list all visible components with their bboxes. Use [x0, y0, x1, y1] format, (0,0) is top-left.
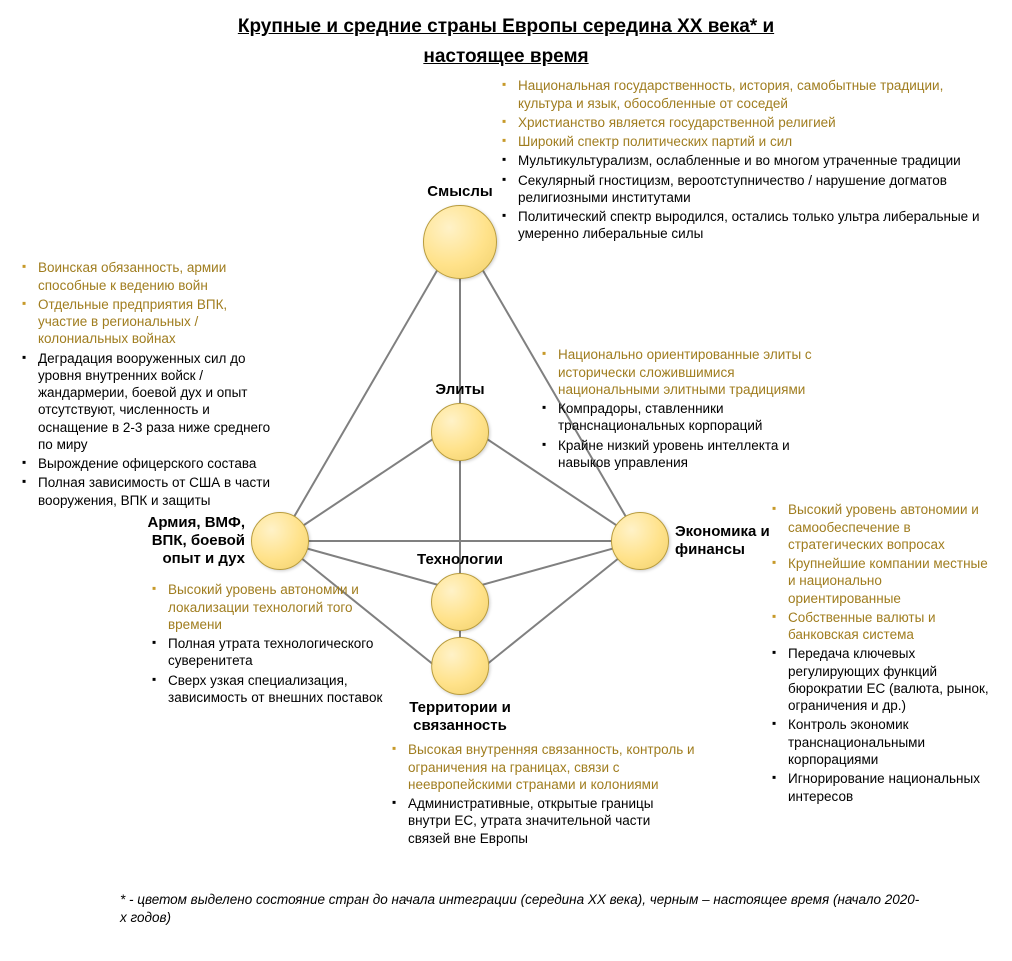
list-territory-item: Высокая внутренняя связанность, контроль…	[408, 741, 695, 793]
node-circle-elites	[431, 403, 489, 461]
node-elites: Элиты	[431, 381, 489, 461]
node-circle-meanings	[423, 205, 497, 279]
list-tech: Высокий уровень автономии и локализации …	[150, 581, 400, 708]
list-elites-item: Компрадоры, ставленники транснациональны…	[558, 400, 830, 435]
node-circle-territory	[431, 637, 489, 695]
list-economy-item: Игнорирование национальных интересов	[788, 770, 992, 805]
node-label-meanings: Смыслы	[423, 183, 497, 201]
list-economy-item: Передача ключевых регулирующих функций б…	[788, 645, 992, 714]
footnote: * - цветом выделено состояние стран до н…	[120, 891, 920, 926]
list-meanings-item: Широкий спектр политических партий и сил	[518, 133, 980, 150]
list-army-item: Деградация вооруженных сил до уровня вну…	[38, 350, 280, 454]
node-circle-army	[251, 512, 309, 570]
list-economy-item: Собственные валюты и банковская система	[788, 609, 992, 644]
node-territory: Территории и связанность	[409, 637, 511, 735]
node-label-tech: Технологии	[417, 551, 503, 569]
diagram-stage: Смыслы Элиты Армия, ВМФ, ВПК, боевой опыт …	[20, 71, 992, 941]
list-elites-item: Национально ориентированные элиты с исто…	[558, 346, 830, 398]
list-economy-item: Контроль экономик транснациональными кор…	[788, 716, 992, 768]
list-meanings-item: Мультикультурализм, ослабленные и во мно…	[518, 152, 980, 169]
list-meanings: Национальная государственность, история,…	[500, 77, 980, 244]
list-meanings-item: Национальная государственность, история,…	[518, 77, 980, 112]
list-meanings-item: Секулярный гностицизм, вероотступничеств…	[518, 172, 980, 207]
list-meanings-item: Политический спектр выродился, остались …	[518, 208, 980, 243]
list-tech-item: Полная утрата технологического суверенит…	[168, 635, 400, 670]
page-title-line1: Крупные и средние страны Европы середина…	[20, 14, 992, 40]
list-tech-item: Сверх узкая специализация, зависимость о…	[168, 672, 400, 707]
node-label-elites: Элиты	[431, 381, 489, 399]
list-territory-item: Административные, открытые границы внутр…	[408, 795, 695, 847]
node-label-territory: Территории и связанность	[409, 699, 511, 735]
list-elites: Национально ориентированные элиты с исто…	[540, 346, 830, 473]
page-title-line2: настоящее время	[20, 44, 992, 70]
node-economy: Экономика и финансы	[611, 512, 669, 570]
list-elites-item: Крайне низкий уровень интеллекта и навык…	[558, 437, 830, 472]
list-economy: Высокий уровень автономии и самообеспече…	[770, 501, 992, 807]
node-label-army: Армия, ВМФ, ВПК, боевой опыт и дух	[105, 514, 245, 568]
list-army-item: Воинская обязанность, армии способные к …	[38, 259, 280, 294]
list-territory: Высокая внутренняя связанность, контроль…	[390, 741, 695, 849]
node-circle-economy	[611, 512, 669, 570]
list-tech-item: Высокий уровень автономии и локализации …	[168, 581, 400, 633]
list-army-item: Вырождение офицерского состава	[38, 455, 280, 472]
node-army: Армия, ВМФ, ВПК, боевой опыт и дух	[251, 512, 309, 570]
list-meanings-item: Христианство является государственной ре…	[518, 114, 980, 131]
list-economy-item: Крупнейшие компании местные и национальн…	[788, 555, 992, 607]
node-meanings: Смыслы	[423, 183, 497, 279]
list-army-item: Полная зависимость от США в части вооруж…	[38, 474, 280, 509]
list-army: Воинская обязанность, армии способные к …	[20, 259, 280, 511]
node-circle-tech	[431, 573, 489, 631]
list-economy-item: Высокий уровень автономии и самообеспече…	[788, 501, 992, 553]
list-army-item: Отдельные предприятия ВПК, участие в рег…	[38, 296, 280, 348]
node-tech: Технологии	[417, 551, 503, 631]
